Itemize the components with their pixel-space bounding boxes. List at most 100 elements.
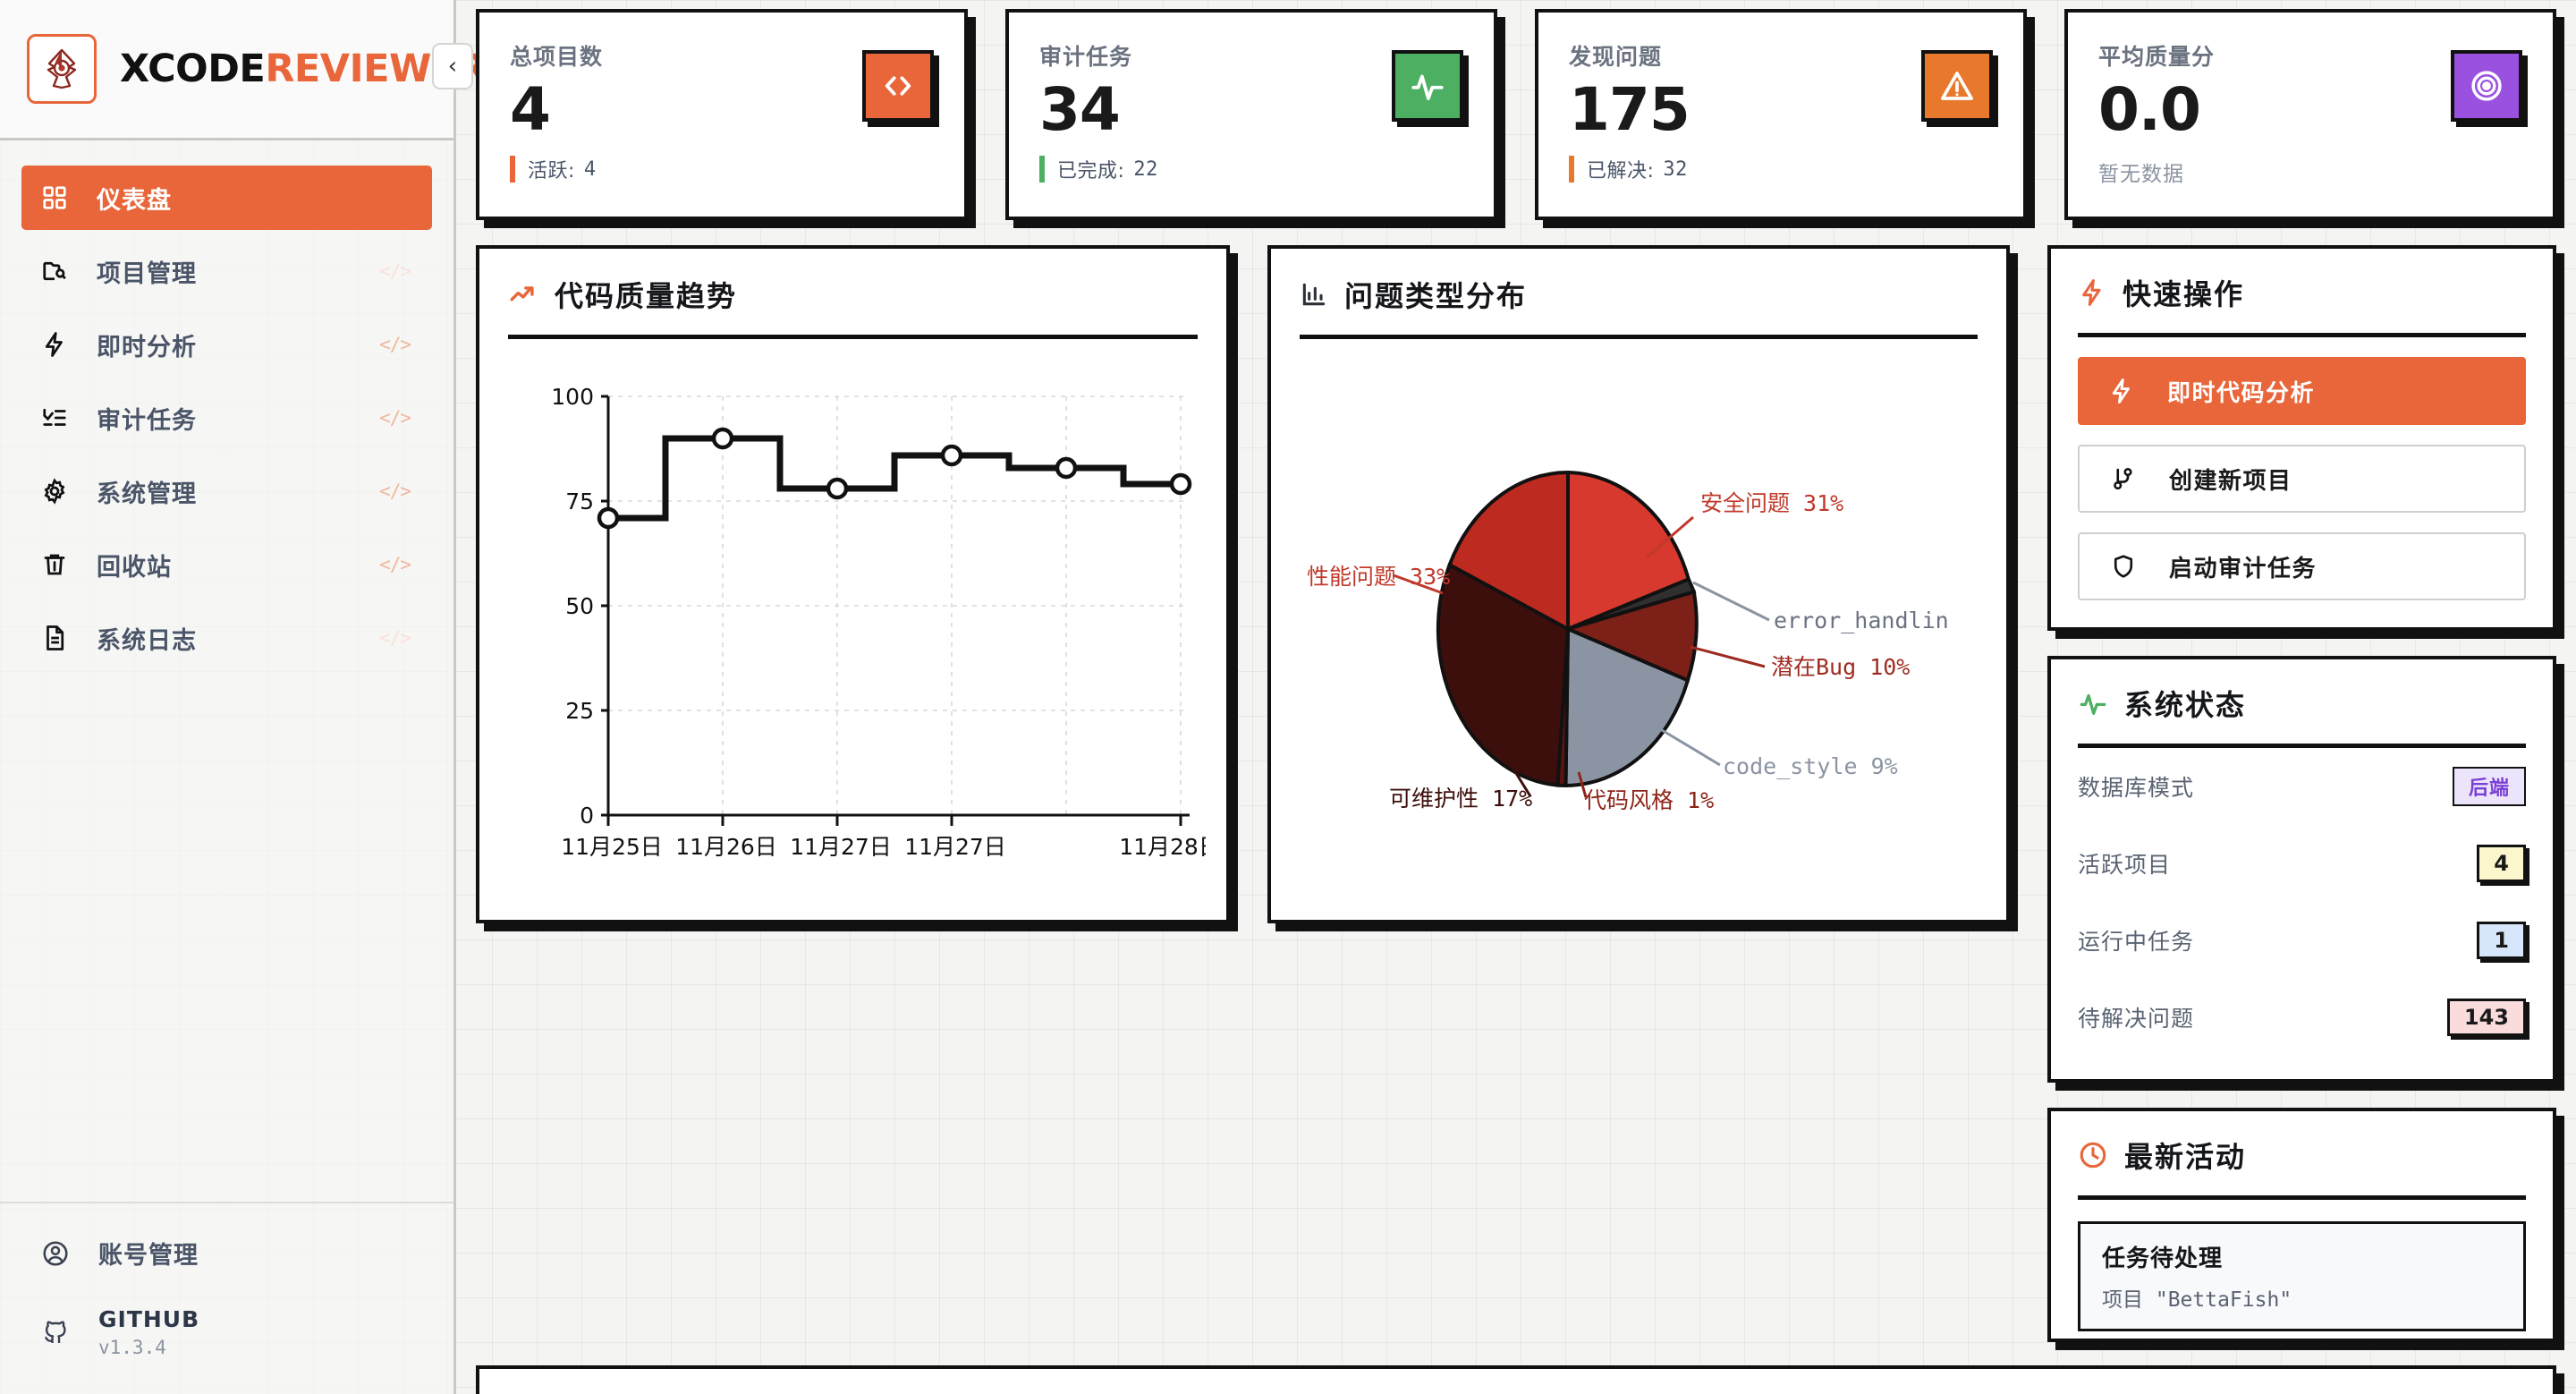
sidebar-nav: 仪表盘 项目管理 </> 即时分析 </> [0,140,453,1202]
bolt-icon [41,331,79,358]
stat-sub-value: 4 [583,157,597,181]
system-status-row-db-mode: 数据库模式 后端 [2078,748,2526,825]
system-status-row-pending-issues: 待解决问题 143 [2078,979,2526,1056]
svg-text:11月27日: 11月27日 [790,834,892,860]
activity-pulse-icon [2078,688,2108,718]
code-tag: </> [379,260,411,282]
pie-label-security: 安全问题 31% [1700,490,1843,516]
stat-card-avg-quality-score[interactable]: 平均质量分 0.0 暂无数据 [2064,9,2556,220]
sidebar-item-label: 回收站 [97,553,172,582]
panel-header: 代码质量趋势 [508,274,1198,315]
document-icon [41,625,79,651]
sidebar-item-system-logs[interactable]: 系统日志 </> [21,606,432,670]
start-audit-task-button[interactable]: 启动审计任务 [2078,532,2526,600]
stat-sub-group: 已完成: 22 [1039,155,1158,183]
svg-text:11月27日: 11月27日 [904,834,1006,860]
svg-text:100: 100 [551,384,594,410]
sidebar-item-label: 系统日志 [97,626,197,655]
stat-value: 4 [510,75,551,144]
pie-label-performance: 性能问题 33% [1307,564,1450,590]
account-management-label: 账号管理 [98,1242,199,1270]
sidebar-item-label: 项目管理 [97,259,197,288]
stat-card-audit-tasks[interactable]: 审计任务 34 已完成: 22 [1005,9,1497,220]
button-label: 即时代码分析 [2167,379,2316,407]
activity-pulse-icon [1392,50,1463,122]
pie-label-maintainability: 可维护性 17% [1389,786,1532,812]
accent-bar [510,156,515,183]
panel-header: 快速操作 [2078,272,2526,313]
gear-icon [41,478,79,505]
stat-sub-value: 32 [1663,157,1688,181]
chevron-left-icon: ‹ [447,53,458,80]
sidebar-item-audit-tasks[interactable]: 审计任务 </> [21,386,432,450]
folder-search-icon [41,258,79,285]
stat-text-group: 发现问题 175 已解决: 32 [1569,39,1690,183]
sidebar-item-dashboard[interactable]: 仪表盘 [21,166,432,230]
code-tag: </> [379,554,411,575]
stat-sub-value: 22 [1133,157,1158,181]
system-status-panel: 系统状态 数据库模式 后端 活跃项目 4 运行中任务 1 待解决问题 143 [2047,656,2556,1083]
github-label: GITHUB [98,1306,200,1332]
button-label: 启动审计任务 [2169,555,2318,582]
svg-text:11月26日: 11月26日 [675,834,777,860]
app-version: v1.3.4 [98,1337,166,1358]
divider [2078,744,2526,748]
sidebar-item-system-management[interactable]: 系统管理 </> [21,459,432,523]
stat-sub-label: 已解决: [1587,160,1655,183]
row-label: 待解决问题 [2078,1006,2195,1032]
pie-label-error-handling: error_handlin [1774,608,1949,633]
sidebar-item-instant-analysis[interactable]: 即时分析 </> [21,312,432,377]
accent-bar [1039,156,1045,183]
activity-item[interactable]: 任务待处理 项目 "BettaFish" [2078,1221,2526,1331]
account-management-link[interactable]: 账号管理 [41,1236,412,1271]
pie-chart-svg: 安全问题 31% error_handlin 潜在Bug 10% code_st… [1307,470,1949,813]
pie-label-code-style-cn: 代码风格 1% [1584,787,1714,813]
pie-label-code-style-en: code_style 9% [1723,753,1898,779]
stat-label: 发现问题 [1569,44,1663,70]
code-quality-trend-panel: 代码质量趋势 [476,245,1230,923]
svg-text:0: 0 [580,803,594,829]
dashboard-icon [41,184,79,211]
panel-title: 最新活动 [2124,1140,2247,1174]
stat-value: 34 [1039,75,1121,144]
stat-card-issues-found[interactable]: 发现问题 175 已解决: 32 [1535,9,2027,220]
sidebar-collapse-button[interactable]: ‹ [432,43,473,89]
svg-text:50: 50 [565,593,594,619]
warning-triangle-icon [1921,50,1993,122]
instant-code-analysis-button[interactable]: 即时代码分析 [2078,357,2526,425]
stat-sub-group: 活跃: 4 [510,155,603,183]
flame-eye-logo-icon [47,48,77,89]
pie-label-potential-bug: 潜在Bug 10% [1771,654,1910,680]
target-icon [2451,50,2522,122]
stat-sub-note: 暂无数据 [2098,163,2184,187]
bolt-icon [2078,278,2106,307]
panel-title: 问题类型分布 [1344,279,1528,313]
sidebar-item-project-management[interactable]: 项目管理 </> [21,239,432,303]
create-new-project-button[interactable]: 创建新项目 [2078,445,2526,513]
charts-row: 代码质量趋势 [476,245,2556,1342]
github-text: GITHUB v1.3.4 [98,1306,199,1358]
sidebar-item-recycle-bin[interactable]: 回收站 </> [21,532,432,597]
divider [2078,1195,2526,1200]
github-link[interactable]: GITHUB v1.3.4 [41,1306,412,1358]
stat-sub-label: 活跃: [528,160,575,183]
stat-sub-label: 已完成: [1057,160,1125,183]
sidebar-item-label: 审计任务 [97,406,197,435]
stat-text-group: 平均质量分 0.0 暂无数据 [2098,39,2215,187]
sidebar: XCODEREVIEWER ‹ 仪表盘 项目管理 [0,0,487,1394]
sidebar-item-label: 即时分析 [97,333,197,361]
panel-header: 最新活动 [2078,1135,2526,1176]
system-status-row-active-projects: 活跃项目 4 [2078,825,2526,902]
stat-sub-group: 已解决: 32 [1569,155,1690,183]
issue-pie-chart: 安全问题 31% error_handlin 潜在Bug 10% code_st… [1300,339,1978,912]
button-label: 创建新项目 [2169,467,2292,495]
system-status-row-running-tasks: 运行中任务 1 [2078,902,2526,979]
trend-chart: 100 75 50 25 0 11月25 [508,339,1206,912]
panel-title: 代码质量趋势 [555,279,738,313]
status-badge: 143 [2446,999,2526,1036]
latest-activity-panel: 最新活动 任务待处理 项目 "BettaFish" [2047,1108,2556,1342]
panel-header: 问题类型分布 [1300,274,1978,315]
stat-card-total-projects[interactable]: 总项目数 4 活跃: 4 [476,9,968,220]
row-label: 运行中任务 [2078,929,2195,955]
stat-cards-row: 总项目数 4 活跃: 4 审计任务 34 已完成: [476,9,2556,220]
